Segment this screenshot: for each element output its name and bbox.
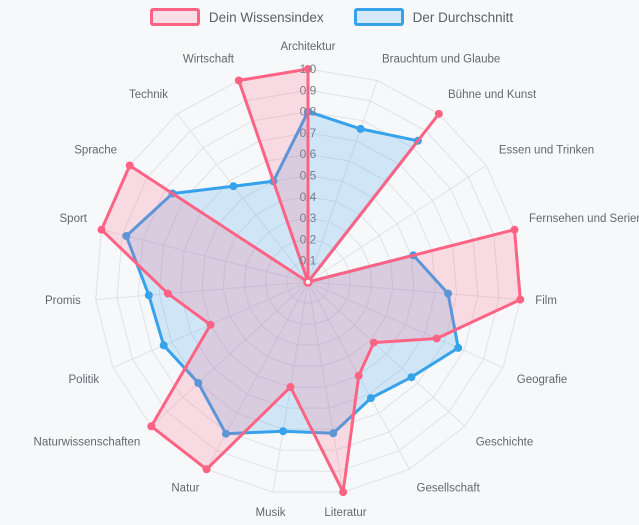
chart-legend: Dein Wissensindex Der Durchschnitt bbox=[0, 8, 639, 26]
data-point-der-durchschnitt-geografie[interactable] bbox=[454, 343, 463, 352]
data-point-dein-wissensindex-wirtschaft[interactable] bbox=[234, 76, 243, 85]
category-label-natur: Natur bbox=[171, 483, 199, 495]
tick-label-0.2: 0.2 bbox=[300, 232, 317, 246]
category-labels: Architektur Brauchtum und Glaube Bühne und… bbox=[34, 41, 639, 519]
data-point-der-durchschnitt-brauchtum-und-glaube[interactable] bbox=[356, 124, 365, 133]
category-label-geschichte: Geschichte bbox=[476, 437, 534, 449]
data-point-der-durchschnitt-film[interactable] bbox=[444, 289, 453, 298]
legend-item-der-durchschnitt[interactable]: Der Durchschnitt bbox=[353, 8, 514, 26]
data-point-der-durchschnitt-literatur[interactable] bbox=[329, 429, 338, 438]
legend-swatch-pink bbox=[149, 8, 200, 26]
category-label-technik: Technik bbox=[129, 89, 168, 101]
category-label-sprache: Sprache bbox=[74, 144, 117, 156]
tick-label-0.8: 0.8 bbox=[300, 105, 317, 119]
data-point-dein-wissensindex-naturwissenschaften[interactable] bbox=[147, 422, 156, 431]
data-point-dein-wissensindex-sprache[interactable] bbox=[125, 161, 134, 170]
data-point-dein-wissensindex-film[interactable] bbox=[516, 295, 525, 304]
data-point-dein-wissensindex-geschichte[interactable] bbox=[369, 338, 378, 347]
tick-label-0.6: 0.6 bbox=[300, 147, 317, 161]
category-label-gesellschaft: Gesellschaft bbox=[417, 483, 481, 495]
category-label-brauchtum-und-glaube: Brauchtum und Glaube bbox=[382, 53, 500, 65]
category-label-naturwissenschaften: Naturwissenschaften bbox=[34, 437, 141, 449]
category-label-essen-und-trinken: Essen und Trinken bbox=[499, 144, 594, 156]
category-label-musik: Musik bbox=[255, 507, 285, 519]
tick-labels: 0.1 0.2 0.3 0.4 0.5 0.6 0.7 0.8 0.9 1.0 bbox=[300, 62, 317, 268]
data-point-der-durchschnitt-technik[interactable] bbox=[229, 182, 238, 191]
category-label-buhne-und-kunst: Bühne und Kunst bbox=[448, 89, 537, 101]
tick-label-0.1: 0.1 bbox=[300, 254, 317, 268]
data-point-der-durchschnitt-musik[interactable] bbox=[279, 427, 288, 436]
tick-label-0.3: 0.3 bbox=[300, 211, 317, 225]
data-point-dein-wissensindex-sport[interactable] bbox=[97, 225, 106, 234]
tick-label-0.4: 0.4 bbox=[300, 190, 317, 204]
data-point-der-durchschnitt-politik[interactable] bbox=[159, 341, 168, 350]
tick-label-0.7: 0.7 bbox=[300, 126, 317, 140]
legend-label-dein-wissensindex: Dein Wissensindex bbox=[208, 9, 324, 25]
category-label-fernsehen-und-serien: Fernsehen und Serien bbox=[529, 213, 639, 225]
category-label-geografie: Geografie bbox=[517, 374, 568, 386]
category-label-promis: Promis bbox=[45, 295, 81, 307]
tick-label-0.9: 0.9 bbox=[300, 83, 317, 97]
category-label-architektur: Architektur bbox=[281, 41, 336, 53]
category-label-politik: Politik bbox=[69, 374, 100, 386]
data-point-der-durchschnitt-gesellschaft[interactable] bbox=[366, 394, 375, 403]
data-point-der-durchschnitt-geschichte[interactable] bbox=[407, 373, 416, 382]
data-point-dein-wissensindex-literatur[interactable] bbox=[339, 488, 348, 497]
data-point-dein-wissensindex-fernsehen-und-serien[interactable] bbox=[510, 225, 519, 234]
legend-swatch-blue bbox=[353, 8, 404, 26]
data-point-dein-wissensindex-buhne-und-kunst[interactable] bbox=[434, 109, 443, 118]
legend-label-der-durchschnitt: Der Durchschnitt bbox=[412, 9, 514, 25]
tick-label-1.0: 1.0 bbox=[300, 62, 317, 76]
data-point-der-durchschnitt-naturwissenschaften[interactable] bbox=[194, 379, 203, 387]
series-dein-wissensindex-polygon bbox=[100, 67, 522, 494]
legend-item-dein-wissensindex[interactable]: Dein Wissensindex bbox=[149, 8, 324, 26]
data-point-dein-wissensindex-geografie[interactable] bbox=[432, 334, 441, 343]
data-point-dein-wissensindex-musik[interactable] bbox=[286, 383, 295, 391]
data-point-dein-wissensindex-architektur[interactable] bbox=[304, 65, 312, 73]
category-label-literatur: Literatur bbox=[324, 507, 366, 519]
center-point bbox=[303, 277, 313, 287]
tick-label-0.5: 0.5 bbox=[300, 169, 317, 183]
data-point-dein-wissensindex-promis[interactable] bbox=[163, 289, 172, 298]
data-point-der-durchschnitt-natur[interactable] bbox=[221, 429, 230, 438]
category-label-film: Film bbox=[535, 295, 557, 307]
data-point-der-durchschnitt-promis[interactable] bbox=[144, 291, 153, 300]
category-label-wirtschaft: Wirtschaft bbox=[183, 53, 235, 65]
category-label-sport: Sport bbox=[60, 213, 88, 225]
data-point-der-durchschnitt-sport[interactable] bbox=[122, 232, 131, 240]
data-point-dein-wissensindex-politik[interactable] bbox=[206, 320, 215, 329]
series-dein-wissensindex bbox=[97, 65, 525, 497]
data-point-dein-wissensindex-natur[interactable] bbox=[202, 465, 211, 474]
data-point-dein-wissensindex-gesellschaft[interactable] bbox=[354, 371, 363, 380]
